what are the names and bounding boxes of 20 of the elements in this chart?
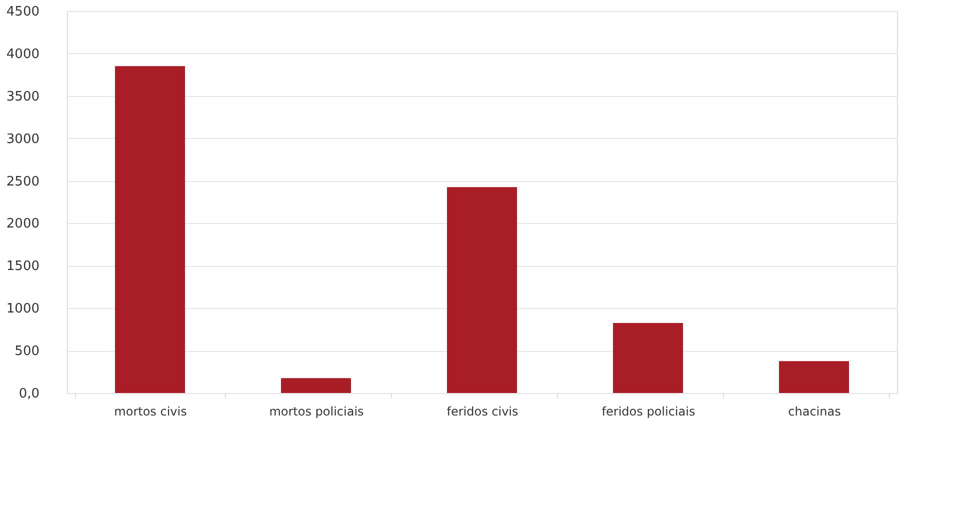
bar (447, 187, 517, 393)
x-tick-label: mortos civis (114, 404, 187, 418)
y-tick-label: 1500 (6, 259, 40, 274)
y-tick-label: 3000 (6, 132, 40, 147)
y-tick-label: 1000 (6, 302, 40, 317)
x-tick-label: feridos civis (446, 404, 518, 418)
bar (115, 66, 185, 393)
y-tick-label: 4000 (6, 46, 40, 62)
y-tick-label: 2500 (6, 174, 40, 190)
x-tick-label: feridos policiais (602, 404, 696, 418)
y-tick-label: 2000 (6, 216, 40, 232)
y-tick-label: 4500 (6, 4, 40, 20)
bar (779, 361, 849, 393)
x-tick-label: chacinas (788, 404, 841, 418)
y-tick-label: 3500 (6, 89, 40, 104)
bar (613, 322, 683, 393)
bar (281, 378, 351, 393)
x-tick-label: mortos policiais (269, 404, 364, 418)
y-tick-label: 500 (14, 344, 40, 360)
y-tick-label: 0,0 (18, 386, 40, 402)
